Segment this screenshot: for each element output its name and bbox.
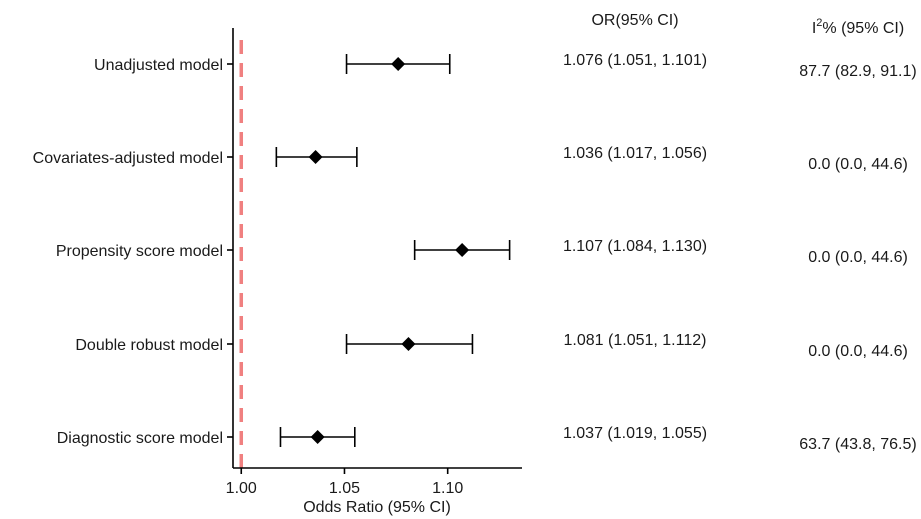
i2-ci-value: 0.0 (0.0, 44.6) — [808, 249, 908, 266]
point-estimate-marker — [391, 57, 406, 71]
forest-row: Diagnostic score model 1.037 (1.019, 1.05… — [57, 425, 917, 453]
i2-header-rest: % (95% CI) — [822, 20, 904, 37]
i2-ci-value: 0.0 (0.0, 44.6) — [808, 343, 908, 360]
or-ci-value: 1.036 (1.017, 1.056) — [563, 145, 707, 162]
forest-row: Unadjusted model 1.076 (1.051, 1.101) 87.7… — [94, 52, 917, 80]
point-estimate-marker — [401, 337, 416, 351]
i2-header-base: I — [812, 20, 816, 37]
x-tick-label: 1.05 — [329, 480, 360, 497]
row-label: Propensity score model — [56, 243, 223, 260]
point-estimate-marker — [455, 243, 470, 257]
i2-ci-value: 63.7 (43.8, 76.5) — [799, 436, 916, 453]
forest-row: Double robust model 1.081 (1.051, 1.112) 0… — [75, 332, 907, 360]
table-header: OR(95% CI) I2% (95% CI) — [591, 12, 904, 37]
row-label: Covariates-adjusted model — [33, 150, 223, 167]
forest-row: Covariates-adjusted model 1.036 (1.017, 1… — [33, 145, 908, 173]
row-label: Unadjusted model — [94, 57, 223, 74]
i2-ci-value: 87.7 (82.9, 91.1) — [799, 63, 916, 80]
or-column-header: OR(95% CI) — [591, 12, 678, 29]
forest-row: Propensity score model 1.107 (1.084, 1.13… — [56, 238, 908, 266]
or-ci-value: 1.107 (1.084, 1.130) — [563, 238, 707, 255]
point-estimate-marker — [308, 150, 323, 164]
i2-ci-value: 0.0 (0.0, 44.6) — [808, 156, 908, 173]
forest-rows: Unadjusted model 1.076 (1.051, 1.101) 87.7… — [33, 52, 917, 453]
i2-column-header: I2% (95% CI) — [812, 17, 904, 37]
row-label: Double robust model — [75, 337, 223, 354]
row-label: Diagnostic score model — [57, 430, 223, 447]
point-estimate-marker — [310, 430, 325, 444]
or-ci-value: 1.076 (1.051, 1.101) — [563, 52, 707, 69]
x-axis-title: Odds Ratio (95% CI) — [303, 499, 451, 516]
x-ticks: 1.00 1.05 1.10 — [226, 468, 463, 497]
axis-layer: Odds Ratio (95% CI) — [232, 28, 522, 516]
or-ci-value: 1.037 (1.019, 1.055) — [563, 425, 707, 442]
x-tick-label: 1.10 — [432, 480, 463, 497]
i2-header-superscript: 2 — [816, 17, 822, 29]
or-ci-value: 1.081 (1.051, 1.112) — [564, 332, 707, 349]
x-tick-label: 1.00 — [226, 480, 257, 497]
